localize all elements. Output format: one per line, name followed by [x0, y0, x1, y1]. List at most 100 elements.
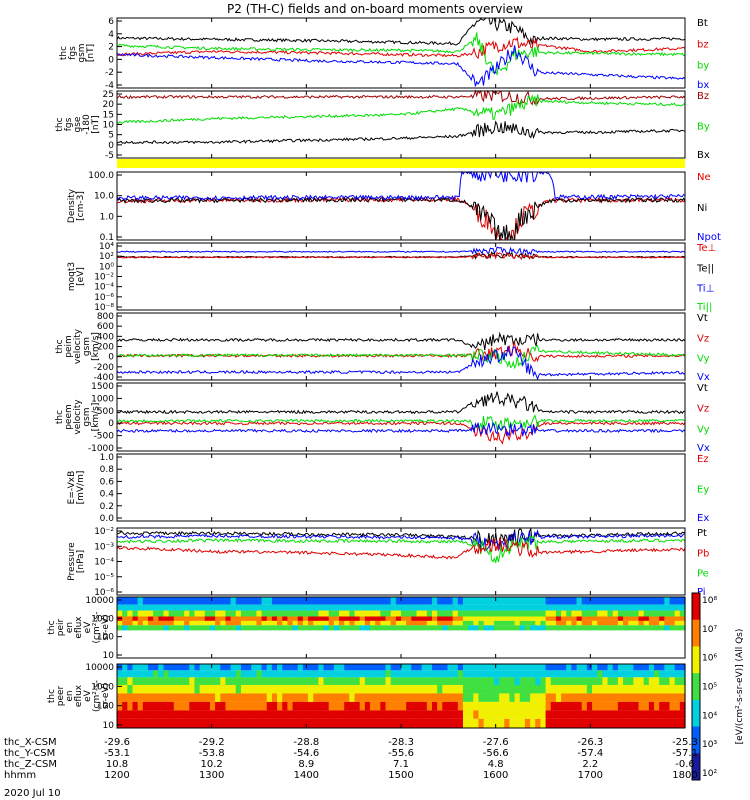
- spec-cell: [586, 670, 593, 678]
- spec-cell: [184, 610, 190, 617]
- spec-cell: [375, 630, 381, 658]
- spec-cell: [462, 718, 469, 728]
- spec-cell: [153, 684, 159, 694]
- spec-cell: [555, 610, 562, 617]
- spec-cell: [617, 620, 624, 626]
- spec-cell: [230, 677, 237, 685]
- spec-cell: [576, 625, 583, 631]
- spec-cell: [380, 620, 387, 626]
- spec-cell: [251, 684, 258, 694]
- spec-cell: [142, 625, 149, 631]
- spec-cell: [204, 677, 211, 685]
- spec-cell: [137, 597, 144, 605]
- spec-cell: [555, 630, 562, 658]
- spec-cell: [246, 610, 252, 617]
- spec-cell: [230, 718, 237, 728]
- spec-cell: [287, 693, 294, 702]
- spec-cell: [153, 670, 159, 678]
- spec-cell: [654, 620, 660, 626]
- panel-frame: [116, 171, 686, 241]
- spec-cell: [669, 620, 676, 626]
- spec-cell: [344, 670, 350, 678]
- spec-cell: [215, 620, 221, 626]
- spec-cell: [142, 701, 149, 711]
- spec-cell: [437, 597, 443, 605]
- spec-cell: [209, 630, 216, 658]
- spec-cell: [586, 610, 593, 617]
- spec-cell: [137, 625, 144, 631]
- spec-cell: [235, 701, 242, 711]
- spec-cell: [416, 616, 423, 621]
- spec-cell: [519, 604, 526, 611]
- spec-cell: [524, 684, 531, 694]
- spec-cell: [158, 677, 165, 685]
- spec-cell: [530, 684, 536, 694]
- spec-cell: [339, 597, 345, 605]
- spec-cell: [555, 604, 562, 611]
- spec-cell: [643, 693, 650, 702]
- spec-cell: [452, 610, 459, 617]
- spec-cell: [370, 684, 376, 694]
- spec-cell: [266, 701, 273, 711]
- spec-cell: [540, 625, 547, 631]
- spec-cell: [390, 597, 397, 605]
- spec-cell: [370, 701, 376, 711]
- spec-cell: [493, 597, 500, 605]
- spec-cell: [648, 604, 655, 611]
- spec-cell: [555, 701, 562, 711]
- spec-cell: [127, 701, 134, 711]
- spec-cell: [561, 597, 567, 605]
- spec-cell: [659, 710, 665, 719]
- spec-cell: [395, 677, 402, 685]
- spec-cell: [256, 597, 263, 605]
- spec-cell: [571, 604, 578, 611]
- spec-cell: [442, 693, 449, 702]
- spec-cell: [431, 670, 438, 678]
- spec-cell: [168, 693, 175, 702]
- spec-cell: [390, 604, 397, 611]
- spec-cell: [535, 620, 542, 626]
- spec-cell: [602, 620, 609, 626]
- ytick-label: 1.0: [100, 212, 115, 222]
- spec-cell: [643, 677, 650, 685]
- spec-cell: [540, 610, 547, 617]
- ylabel-line: velocity: [73, 328, 83, 364]
- spec-cell: [277, 630, 283, 658]
- ylabel-line: sr-eV): [101, 614, 111, 640]
- spec-cell: [504, 677, 511, 685]
- legend-entry: Ti⊥: [696, 284, 714, 295]
- ytick-label: 600: [97, 322, 114, 332]
- spec-cell: [323, 718, 330, 728]
- spec-cell: [416, 684, 423, 694]
- spec-cell: [132, 710, 139, 719]
- ytick-label: 1000: [91, 394, 114, 404]
- spec-cell: [220, 693, 227, 702]
- spec-cell: [271, 630, 278, 658]
- spec-cell: [168, 684, 175, 694]
- spec-cell: [308, 664, 314, 671]
- spec-cell: [499, 701, 505, 711]
- spec-cell: [178, 718, 185, 728]
- spec-cell: [271, 710, 278, 719]
- ephem-value: 1400: [294, 770, 319, 781]
- spec-cell: [535, 693, 542, 702]
- spec-cell: [504, 604, 511, 611]
- spec-cell: [643, 701, 650, 711]
- spec-cell: [457, 597, 464, 605]
- spec-cell: [612, 710, 619, 719]
- spec-cell: [602, 684, 609, 694]
- spec-cell: [416, 701, 423, 711]
- spec-cell: [617, 701, 624, 711]
- spec-cell: [416, 620, 423, 626]
- spec-cell: [132, 701, 139, 711]
- spec-cell: [266, 597, 273, 605]
- ylabel-line: gsm: [82, 337, 92, 356]
- spec-cell: [380, 630, 387, 658]
- spec-cell: [287, 604, 294, 611]
- spec-cell: [664, 616, 671, 621]
- spec-cell: [473, 620, 480, 626]
- spec-cell: [158, 701, 165, 711]
- spec-cell: [256, 620, 263, 626]
- spec-cell: [251, 625, 258, 631]
